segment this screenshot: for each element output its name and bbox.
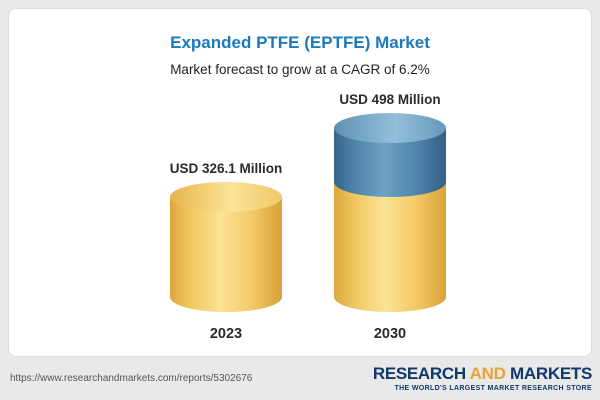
logo-word-and: AND [469, 364, 506, 384]
category-label-2030: 2030 [373, 326, 407, 342]
value-label-2030: USD 498 Million [339, 92, 441, 107]
research-and-markets-logo: RESEARCH AND MARKETS THE WORLD'S LARGEST… [372, 364, 592, 392]
cylinder-2030-base-segment [334, 182, 446, 312]
chart-subtitle: Market forecast to grow at a CAGR of 6.2… [170, 62, 430, 77]
cylinder-2023-body [170, 197, 282, 312]
logo-word-research: RESEARCH [372, 364, 466, 384]
cylinder-2030-top-ellipse [334, 113, 446, 143]
cylinder-2023-top-ellipse [170, 182, 282, 212]
logo-tagline: THE WORLD'S LARGEST MARKET RESEARCH STOR… [394, 385, 592, 392]
cylinder-2030 [334, 113, 446, 312]
value-label-2023: USD 326.1 Million [169, 161, 283, 176]
logo-wordmark: RESEARCH AND MARKETS [372, 364, 592, 384]
chart-title: Expanded PTFE (EPTFE) Market [170, 33, 430, 52]
report-url: https://www.researchandmarkets.com/repor… [10, 373, 253, 384]
chart-card: Expanded PTFE (EPTFE) Market Market fore… [8, 8, 592, 357]
logo-word-markets: MARKETS [510, 364, 592, 384]
category-label-2023: 2023 [209, 326, 243, 342]
cylinder-2023 [170, 182, 282, 312]
